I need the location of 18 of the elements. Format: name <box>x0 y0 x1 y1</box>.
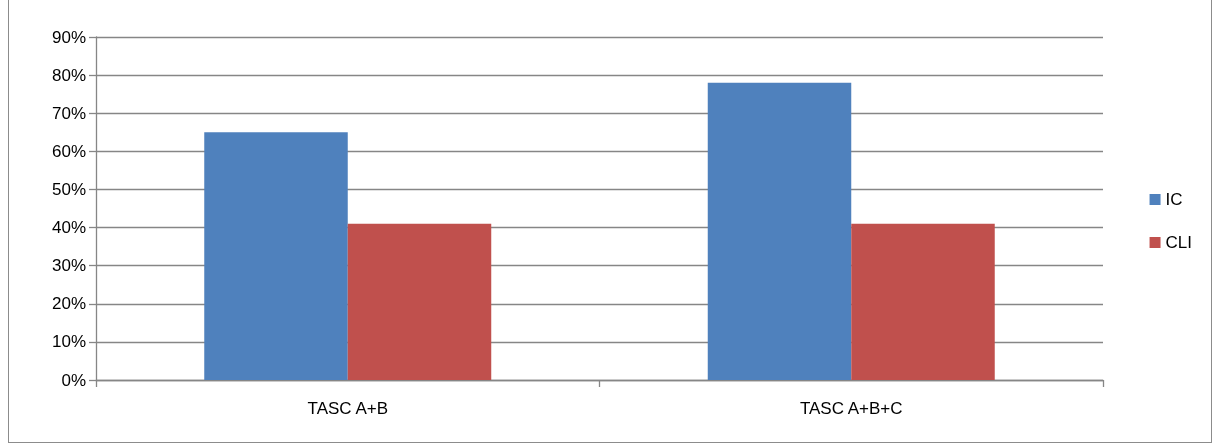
legend-label: IC <box>1165 190 1183 209</box>
y-tick-label: 40% <box>51 218 86 238</box>
y-tick-label: 50% <box>51 179 86 199</box>
y-tick-label: 10% <box>51 332 86 352</box>
y-tick-label: 90% <box>51 27 86 47</box>
bar <box>204 132 348 380</box>
y-tick-label: 80% <box>51 65 86 85</box>
y-tick-label: 70% <box>51 103 86 123</box>
x-tick-label: TASC A+B <box>307 399 388 418</box>
legend-label: CLI <box>1165 233 1193 252</box>
bar <box>347 223 492 380</box>
y-tick-label: 0% <box>61 370 86 390</box>
bar <box>851 223 995 380</box>
bar <box>707 82 852 380</box>
y-tick-label: 30% <box>51 256 86 276</box>
x-tick-label: TASC A+B+C <box>799 399 903 418</box>
y-tick-label: 60% <box>51 141 86 161</box>
y-tick-label: 20% <box>51 294 86 314</box>
